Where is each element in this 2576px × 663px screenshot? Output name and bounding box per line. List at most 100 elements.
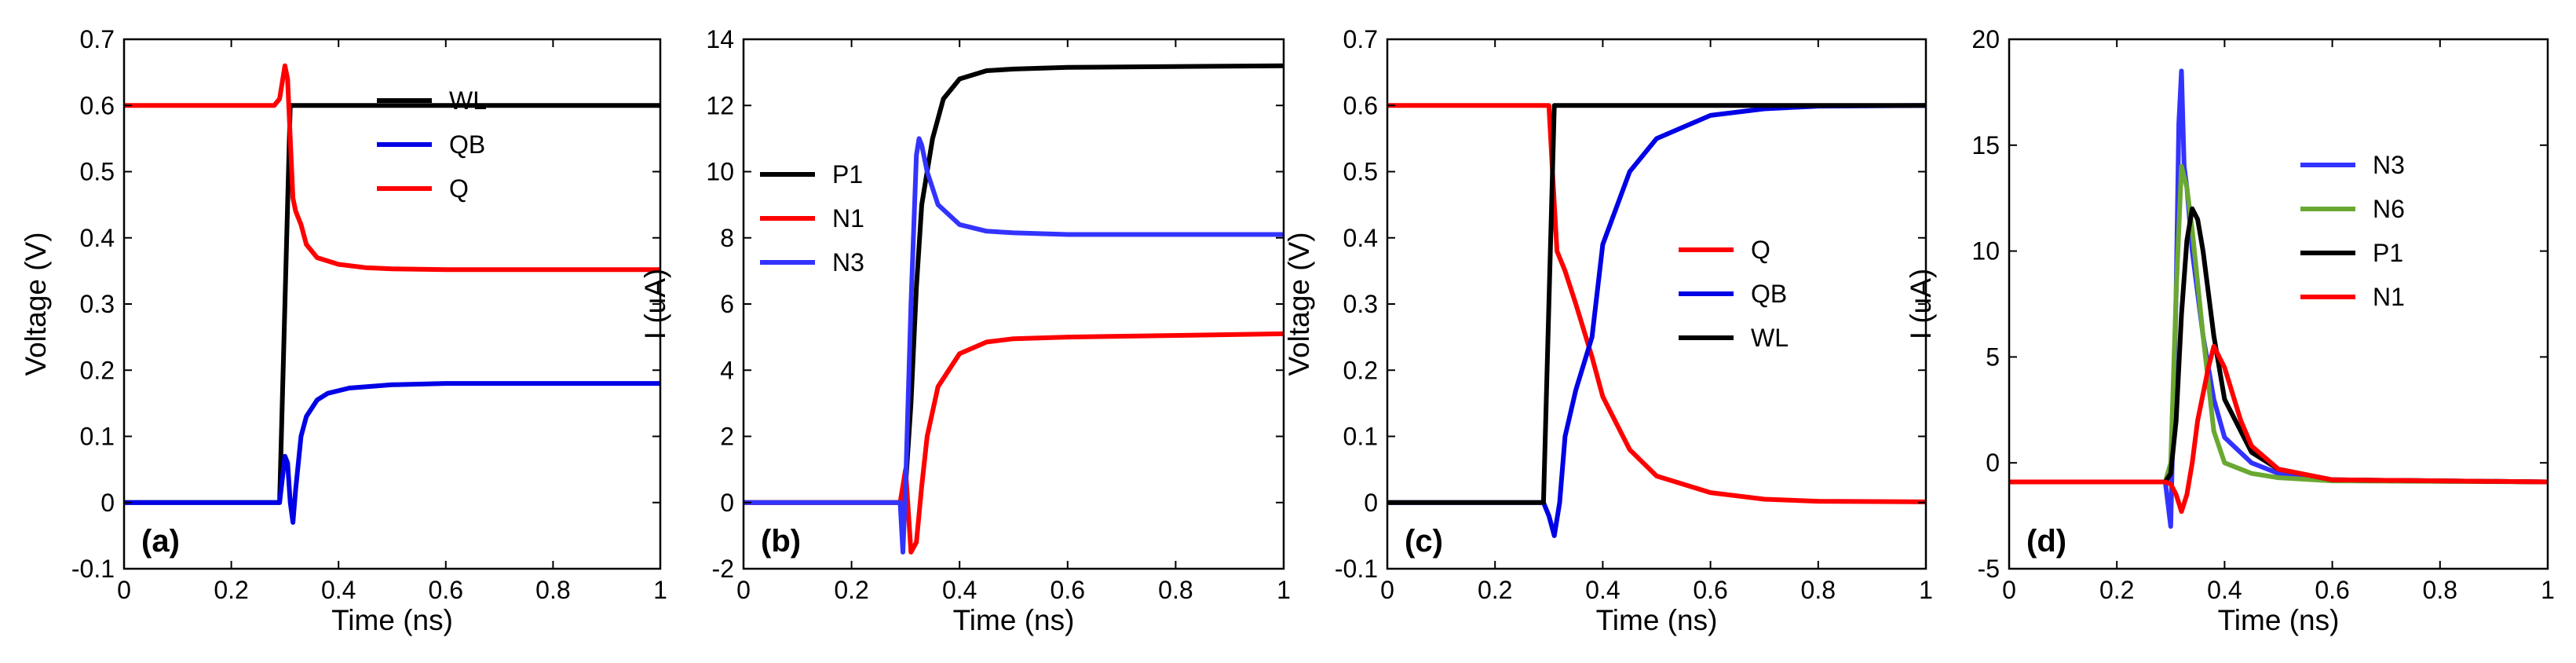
x-tick-label: 0.4	[2207, 576, 2242, 604]
legend-label-n6: N6	[2373, 195, 2405, 223]
x-axis-title: Time (ns)	[331, 604, 453, 636]
y-tick-label: -5	[1978, 555, 2000, 583]
legend: N3 N6 P1 N1	[2300, 151, 2405, 311]
series-line-qb	[124, 381, 660, 525]
plot-frame	[1386, 38, 1927, 570]
legend: P1 N1 N3	[760, 160, 864, 277]
legend-label-wl: WL	[449, 86, 487, 115]
series-line-wl	[1387, 103, 1926, 505]
x-tick-label: 0.2	[1478, 576, 1512, 604]
y-tick-label: 14	[706, 25, 734, 53]
y-tick-label: 10	[1971, 237, 2000, 266]
x-tick-label: 0.6	[2315, 576, 2349, 604]
series-line-p1	[2009, 206, 2548, 485]
x-axis-title: Time (ns)	[1596, 604, 1718, 636]
y-tick-label: 0.2	[1343, 356, 1378, 384]
plot-frame	[2008, 38, 2549, 570]
chart-panel-1: 0 0.2 0.4 0.6 0.8 1-0.100.10.20.30.40.50.60.7…	[20, 25, 667, 636]
y-axis-title: Voltage (V)	[20, 232, 52, 375]
x-tick-label: 0.4	[1585, 576, 1620, 604]
panel-label: (d)	[2026, 524, 2066, 559]
y-tick-label: 0.3	[80, 290, 115, 318]
legend: WL QB Q	[377, 86, 487, 203]
series-line-p1	[744, 63, 1284, 505]
series-line-wl	[124, 103, 660, 505]
y-tick-label: 0.5	[80, 158, 115, 186]
x-tick-label: 1	[2541, 576, 2555, 604]
legend-label-qb: QB	[1751, 280, 1787, 308]
y-tick-label: 2	[720, 423, 734, 451]
y-tick-label: 6	[720, 290, 734, 318]
chart-panel-3: 0 0.2 0.4 0.6 0.8 1-0.100.10.20.30.40.50.60.7…	[1283, 25, 1933, 636]
legend-label-n3: N3	[2373, 151, 2405, 179]
y-tick-label: 20	[1971, 25, 2000, 53]
y-tick-label: 0.7	[1343, 25, 1378, 53]
y-tick-label: 0.1	[80, 423, 115, 451]
y-axis-title: I (uA)	[639, 269, 671, 339]
y-tick-label: 0.7	[80, 25, 115, 53]
legend-label-p1: P1	[832, 160, 863, 189]
series-line-q	[1387, 103, 1926, 504]
x-tick-label: 0.6	[1693, 576, 1727, 604]
y-tick-label: 0.3	[1343, 290, 1378, 318]
y-tick-label: 8	[720, 224, 734, 252]
x-tick-label: 0.8	[1801, 576, 1836, 604]
x-tick-label: 0.6	[429, 576, 463, 604]
legend-label-n1: N1	[832, 204, 864, 233]
y-tick-label: 0.1	[1343, 423, 1378, 451]
y-tick-label: 5	[1986, 342, 2000, 371]
y-tick-label: 0.5	[1343, 158, 1378, 186]
series-line-n1	[2009, 343, 2548, 515]
x-tick-label: 0.2	[834, 576, 868, 604]
series-line-n3	[744, 136, 1284, 555]
x-tick-label: 0.6	[1050, 576, 1085, 604]
series-line-n3	[2009, 68, 2548, 529]
plot-frame	[742, 38, 1285, 570]
y-tick-label: 0	[720, 489, 734, 517]
legend-label-wl: WL	[1751, 324, 1789, 352]
x-axis-title: Time (ns)	[2218, 604, 2340, 636]
y-tick-label: 0.4	[80, 224, 115, 252]
y-tick-label: 0	[1986, 449, 2000, 477]
panel-label: (b)	[761, 524, 801, 559]
panel-label: (c)	[1405, 524, 1443, 559]
plot-frame	[122, 38, 662, 570]
x-tick-label: 0.4	[321, 576, 356, 604]
y-tick-label: 0.4	[1343, 224, 1378, 252]
x-tick-label: 0	[117, 576, 131, 604]
x-axis-title: Time (ns)	[953, 604, 1075, 636]
x-tick-label: 1	[653, 576, 667, 604]
legend-label-p1: P1	[2373, 239, 2403, 267]
x-tick-label: 0.2	[2099, 576, 2134, 604]
y-axis-title: Voltage (V)	[1283, 232, 1315, 375]
x-tick-label: 0	[736, 576, 751, 604]
y-tick-label: 0.6	[1343, 91, 1378, 119]
x-tick-label: 0	[2002, 576, 2016, 604]
x-tick-label: 0.8	[2423, 576, 2457, 604]
y-tick-label: 4	[720, 356, 734, 384]
y-axis-title: I (uA)	[1905, 269, 1937, 339]
y-tick-label: 0	[1364, 489, 1378, 517]
y-tick-label: 0.2	[80, 356, 115, 384]
x-tick-label: 0.8	[1158, 576, 1193, 604]
legend-label-n1: N1	[2373, 283, 2405, 311]
series-line-q	[124, 63, 660, 273]
y-tick-label: 0	[100, 489, 115, 517]
series-line-n1	[744, 331, 1284, 555]
x-tick-label: 1	[1919, 576, 1933, 604]
legend-label-q: Q	[1751, 236, 1770, 264]
y-tick-label: 15	[1971, 131, 2000, 159]
x-tick-label: 0	[1380, 576, 1394, 604]
legend: Q QB WL	[1679, 236, 1789, 352]
panel-label: (a)	[141, 524, 180, 559]
legend-label-q: Q	[449, 174, 469, 203]
y-tick-label: -0.1	[71, 555, 115, 583]
legend-label-n3: N3	[832, 248, 864, 277]
y-tick-label: 12	[706, 91, 734, 119]
x-tick-label: 0.4	[942, 576, 977, 604]
y-tick-label: -2	[712, 555, 734, 583]
y-tick-label: 10	[706, 158, 734, 186]
